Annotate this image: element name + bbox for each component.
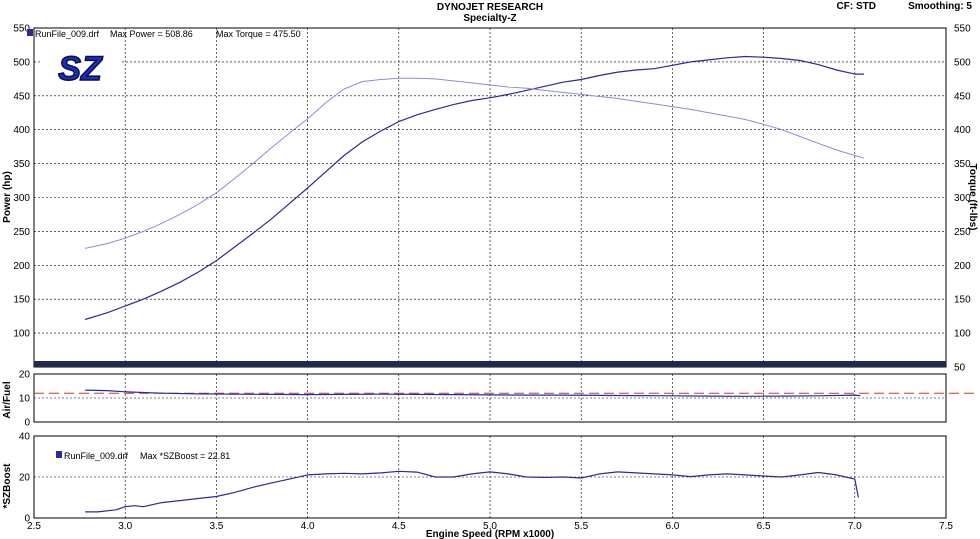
ytick-label-2-2: 40 bbox=[19, 432, 31, 443]
boost-panel: 0 20 40 2.5 3.0 3.5 4.0 4.5 5.0 5.5 6.0 6.5 7.0 7.5 bbox=[19, 432, 954, 533]
ytick-label-0-3: 250 bbox=[13, 227, 30, 238]
y2tick-label-9: 500 bbox=[954, 57, 971, 68]
ytick-label-0-0: 100 bbox=[13, 329, 30, 340]
legend-file-boost: RunFile_009.drf bbox=[64, 451, 129, 461]
legend-max-power: Max Power = 508.86 bbox=[110, 29, 193, 39]
ytick-label-0-6: 400 bbox=[13, 125, 30, 136]
xtick-label-0: 2.5 bbox=[27, 521, 41, 532]
series-line-boost bbox=[85, 470, 859, 513]
panel-bottom-bar bbox=[34, 361, 946, 367]
xtick-label-1: 3.0 bbox=[118, 521, 132, 532]
xtick-label-7: 6.0 bbox=[665, 521, 679, 532]
ytick-label-1-1: 10 bbox=[19, 394, 31, 405]
y2tick-label-7: 400 bbox=[954, 125, 971, 136]
smoothing-label: Smoothing: 5 bbox=[908, 1, 972, 12]
xtick-label-6: 5.5 bbox=[574, 521, 588, 532]
torque-axis-label: Torque (ft-lbs) bbox=[967, 163, 978, 230]
ytick-label-0-2: 200 bbox=[13, 261, 30, 272]
xtick-label-10: 7.5 bbox=[939, 521, 953, 532]
ytick-label-0-7: 450 bbox=[13, 91, 30, 102]
y2tick-label-6: 350 bbox=[954, 159, 971, 170]
chart-title: DYNOJET RESEARCH bbox=[437, 2, 543, 13]
x-axis-label: Engine Speed (RPM x1000) bbox=[426, 529, 554, 539]
y2tick-label-3: 200 bbox=[954, 261, 971, 272]
legend-file-power: RunFile_009.drf bbox=[35, 29, 100, 39]
y2tick-label-5: 300 bbox=[954, 193, 971, 204]
cf-label: CF: STD bbox=[837, 1, 876, 12]
ytick-label-0-5: 350 bbox=[13, 159, 30, 170]
power-torque-panel: 100 150 200 250 300 350 400 450 500 550 50 100 150 20… bbox=[13, 24, 971, 374]
legend-max-torque: Max Torque = 475.50 bbox=[216, 29, 301, 39]
power-axis-label: Power (hp) bbox=[2, 171, 13, 223]
legend-max-boost: Max *SZBoost = 22.81 bbox=[140, 451, 230, 461]
xtick-label-5: 5.0 bbox=[483, 521, 497, 532]
ytick-label-1-0: 0 bbox=[24, 418, 30, 429]
series-line-airfuel bbox=[85, 389, 861, 397]
y2tick-label-8: 450 bbox=[954, 91, 971, 102]
xtick-label-8: 6.5 bbox=[757, 521, 771, 532]
ytick-label-0-1: 150 bbox=[13, 295, 30, 306]
chart-subtitle: Specialty-Z bbox=[463, 13, 516, 24]
y2tick-label-10: 550 bbox=[954, 24, 971, 35]
ytick-label-2-1: 20 bbox=[19, 473, 31, 484]
ytick-label-0-4: 300 bbox=[13, 193, 30, 204]
boost-axis-label: *SZBoost bbox=[2, 463, 13, 509]
xtick-label-4: 4.5 bbox=[392, 521, 406, 532]
series-line-torque bbox=[84, 77, 865, 249]
ytick-label-0-9: 550 bbox=[13, 24, 30, 35]
y2tick-label-4: 250 bbox=[954, 227, 971, 238]
legend-marker-boost bbox=[56, 451, 62, 458]
xtick-label-9: 7.0 bbox=[848, 521, 862, 532]
ytick-label-2-0: 0 bbox=[24, 514, 30, 525]
airfuel-axis-label: Air/Fuel bbox=[2, 381, 13, 418]
y2tick-label-0: 50 bbox=[954, 363, 966, 374]
y2tick-label-2: 150 bbox=[954, 295, 971, 306]
ytick-label-0-8: 500 bbox=[13, 57, 30, 68]
xtick-label-3: 4.0 bbox=[301, 521, 315, 532]
xtick-label-2: 3.5 bbox=[209, 521, 223, 532]
legend-marker-power bbox=[27, 29, 33, 36]
sz-logo-text: SZ bbox=[58, 50, 103, 88]
y2tick-label-1: 100 bbox=[954, 329, 971, 340]
sz-logo: SZ bbox=[40, 49, 120, 89]
airfuel-panel: 0 10 20 bbox=[19, 370, 976, 429]
ytick-label-1-2: 20 bbox=[19, 370, 31, 381]
series-line-power bbox=[84, 55, 864, 321]
